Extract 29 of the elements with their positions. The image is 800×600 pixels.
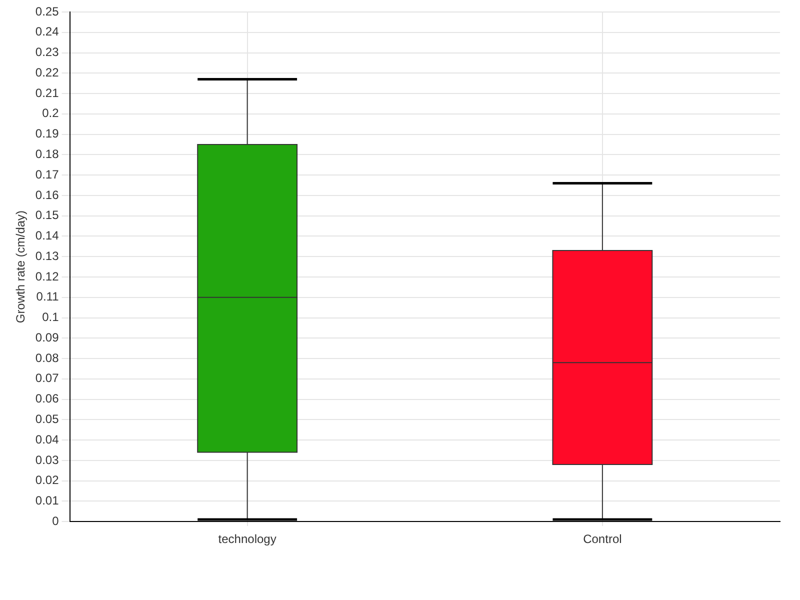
y-tick-label: 0.25 <box>35 4 60 18</box>
y-tick-label: 0 <box>52 514 60 528</box>
y-tick-label: 0.18 <box>35 147 60 161</box>
y-tick-label: 0.24 <box>35 24 60 39</box>
y-tick-label: 0.05 <box>35 412 60 426</box>
y-tick-label: 0.11 <box>36 290 60 304</box>
y-tick-label: 0.04 <box>35 432 60 446</box>
y-tick-label: 0.14 <box>35 228 60 243</box>
y-tick-label: 0.01 <box>35 494 60 508</box>
y-tick-label: 0.12 <box>35 269 60 284</box>
y-tick-label: 0.22 <box>35 65 60 80</box>
y-tick-label: 0.08 <box>35 350 60 365</box>
y-tick-label: 0.03 <box>35 452 60 467</box>
y-tick-label: 0.19 <box>35 126 60 141</box>
y-tick-label: 0.21 <box>35 86 60 100</box>
x-tick-label: technology <box>218 532 276 546</box>
y-tick-label: 0.09 <box>35 330 60 344</box>
y-tick-label: 0.16 <box>35 188 60 202</box>
y-tick-label: 0.1 <box>42 310 60 324</box>
y-tick-label: 0.07 <box>35 371 60 386</box>
y-axis-title: Growth rate (cm/day) <box>14 210 28 324</box>
y-tick-label: 0.23 <box>35 45 60 60</box>
x-tick-label: Control <box>583 532 622 546</box>
y-tick-label: 0.02 <box>35 473 60 488</box>
y-tick-label: 0.15 <box>35 208 60 222</box>
y-tick-label: 0.06 <box>35 392 60 406</box>
y-tick-label: 0.17 <box>35 167 60 182</box>
y-tick-label: 0.13 <box>35 248 60 263</box>
y-tick-label: 0.2 <box>42 106 60 120</box>
